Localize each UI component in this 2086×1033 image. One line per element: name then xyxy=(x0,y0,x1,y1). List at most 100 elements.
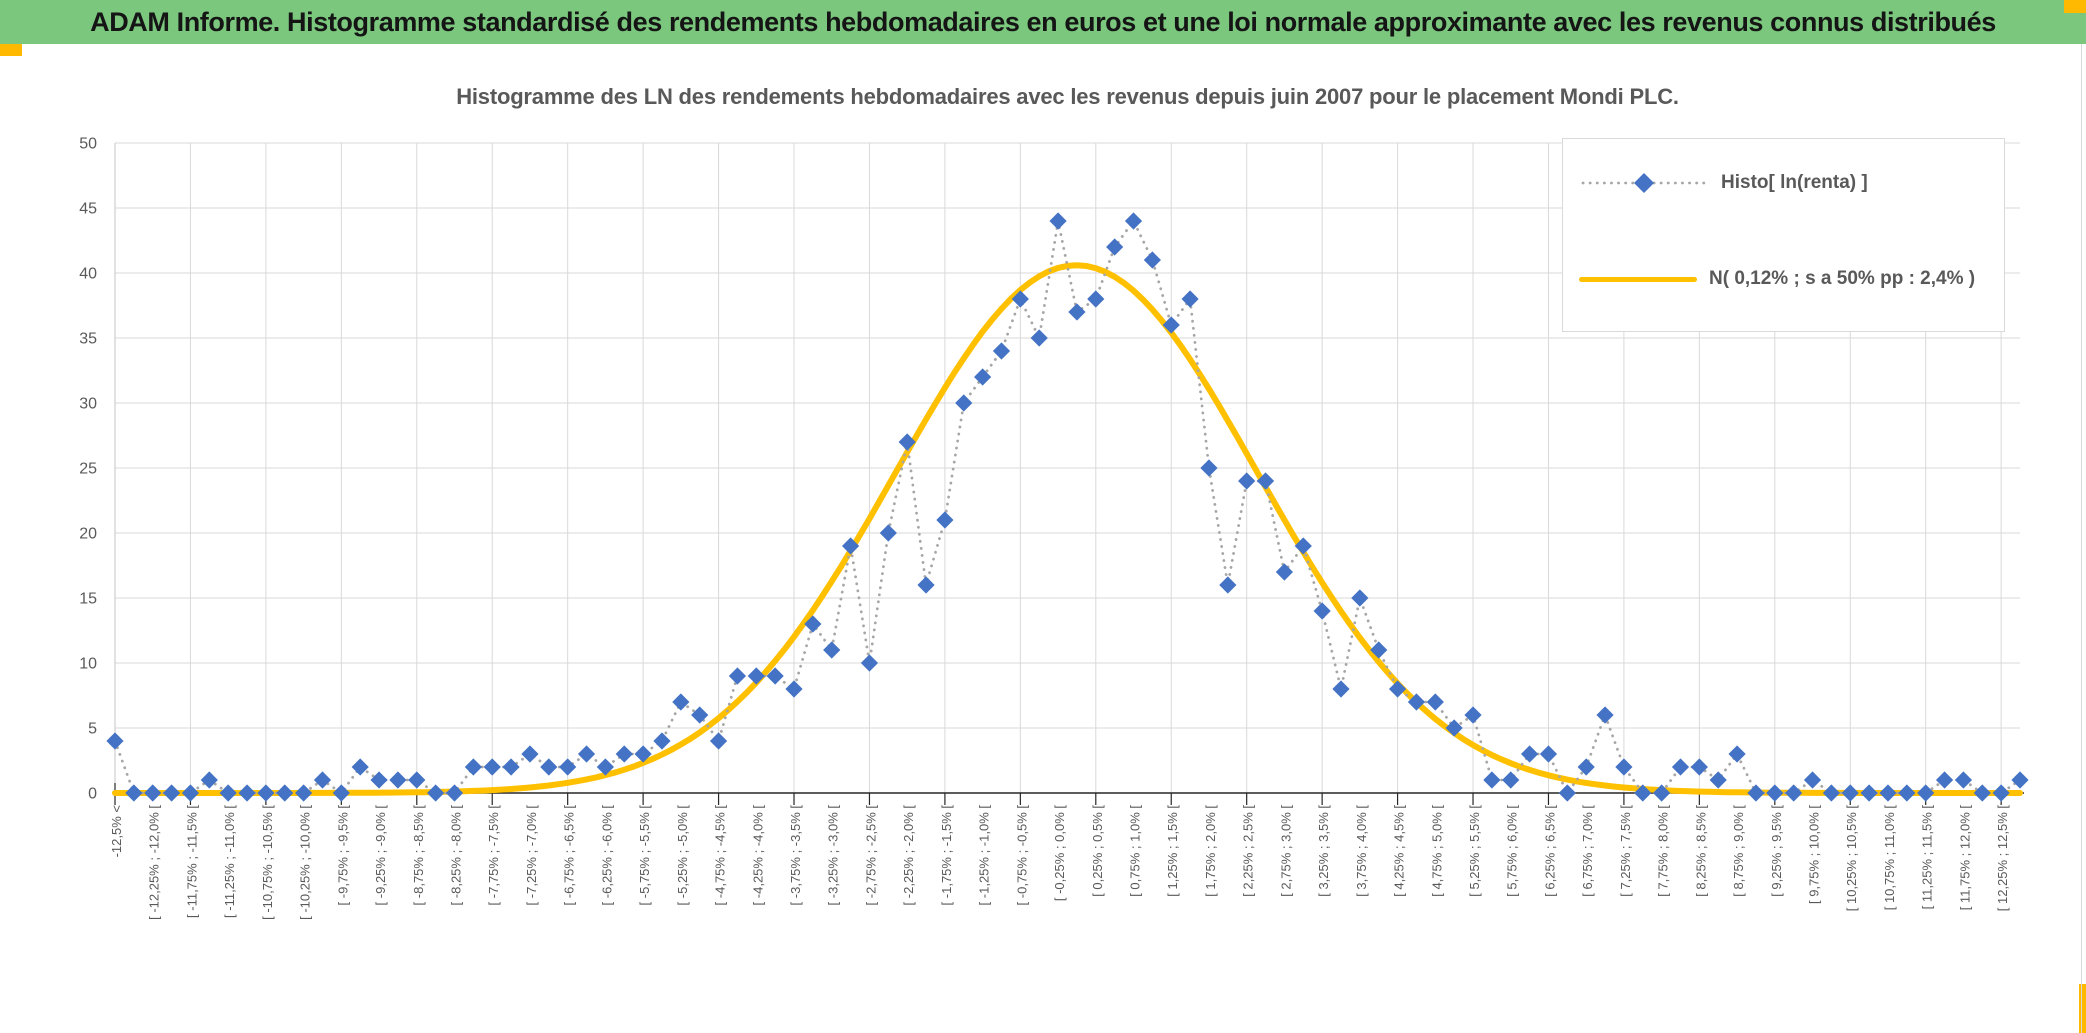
histogram-marker[interactable] xyxy=(1256,472,1275,490)
histogram-marker[interactable] xyxy=(2011,771,2029,789)
histogram-marker[interactable] xyxy=(1106,238,1124,256)
histogram-marker[interactable] xyxy=(1539,745,1558,763)
histogram-marker[interactable] xyxy=(577,745,596,763)
histogram-marker[interactable] xyxy=(1313,602,1331,620)
histogram-marker[interactable] xyxy=(653,732,671,750)
histogram-marker[interactable] xyxy=(898,433,916,451)
histogram-marker[interactable] xyxy=(332,784,350,802)
histogram-marker[interactable] xyxy=(1577,758,1595,776)
histogram-marker[interactable] xyxy=(144,784,162,802)
histogram-marker[interactable] xyxy=(1049,212,1067,230)
histogram-marker[interactable] xyxy=(1935,771,1954,789)
histogram-marker[interactable] xyxy=(1162,316,1180,334)
chart-title[interactable]: Histogramme des LN des rendements hebdom… xyxy=(456,84,1679,109)
histogram-marker[interactable] xyxy=(1219,576,1237,594)
histogram-marker[interactable] xyxy=(1634,784,1652,802)
histogram-marker[interactable] xyxy=(992,342,1011,360)
histogram-marker[interactable] xyxy=(1351,589,1369,607)
histogram-marker[interactable] xyxy=(1143,251,1161,269)
histogram-marker[interactable] xyxy=(974,368,992,386)
histogram-marker[interactable] xyxy=(1370,641,1388,659)
histogram-marker[interactable] xyxy=(483,758,501,776)
histogram-marker[interactable] xyxy=(1879,784,1897,802)
histogram-marker[interactable] xyxy=(841,537,860,555)
histogram-marker[interactable] xyxy=(1521,745,1539,763)
histogram-marker[interactable] xyxy=(1200,459,1218,477)
histogram-marker[interactable] xyxy=(1275,563,1294,581)
histogram-marker[interactable] xyxy=(691,706,709,724)
histogram-marker[interactable] xyxy=(295,784,313,802)
histogram-marker[interactable] xyxy=(502,758,520,776)
histogram-marker[interactable] xyxy=(709,732,728,750)
histogram-marker[interactable] xyxy=(219,784,237,802)
histogram-marker[interactable] xyxy=(408,771,426,789)
histogram-marker[interactable] xyxy=(1068,303,1086,321)
histogram-marker[interactable] xyxy=(1841,784,1859,802)
histogram-marker[interactable] xyxy=(1747,784,1765,802)
histogram-marker[interactable] xyxy=(1407,693,1426,711)
histogram-marker[interactable] xyxy=(521,745,539,763)
histogram-marker[interactable] xyxy=(1766,784,1784,802)
legend-item-histogram[interactable]: Histo[ ln(renta) ] xyxy=(1579,163,1868,203)
histogram-marker[interactable] xyxy=(917,576,935,594)
histogram-marker[interactable] xyxy=(1238,472,1256,490)
histogram-marker[interactable] xyxy=(879,524,897,542)
histogram-marker[interactable] xyxy=(955,394,973,412)
histogram-marker[interactable] xyxy=(672,693,690,711)
histogram-marker[interactable] xyxy=(125,784,143,802)
histogram-marker[interactable] xyxy=(1803,771,1822,789)
histogram-marker[interactable] xyxy=(1615,758,1633,776)
histogram-marker[interactable] xyxy=(785,680,803,698)
histogram-marker[interactable] xyxy=(860,654,879,672)
histogram-marker[interactable] xyxy=(276,784,294,802)
histogram-marker[interactable] xyxy=(464,758,482,776)
histogram-marker[interactable] xyxy=(1030,329,1048,347)
histogram-marker[interactable] xyxy=(1709,771,1727,789)
histogram-marker[interactable] xyxy=(1181,290,1199,308)
histogram-marker[interactable] xyxy=(1785,784,1803,802)
histogram-marker[interactable] xyxy=(181,784,200,802)
histogram-marker[interactable] xyxy=(615,745,633,763)
histogram-marker[interactable] xyxy=(370,771,388,789)
histogram-marker[interactable] xyxy=(313,771,332,789)
histogram-marker[interactable] xyxy=(1898,784,1916,802)
histogram-marker[interactable] xyxy=(634,745,652,763)
chart-legend[interactable]: Histo[ ln(renta) ] N( 0,12% ; s a 50% pp… xyxy=(1562,138,2005,332)
histogram-marker[interactable] xyxy=(936,511,954,529)
histogram-marker[interactable] xyxy=(257,784,275,802)
histogram-marker[interactable] xyxy=(1388,680,1407,698)
histogram-marker[interactable] xyxy=(1502,771,1520,789)
histogram-marker[interactable] xyxy=(1690,758,1708,776)
histogram-marker[interactable] xyxy=(427,784,445,802)
histogram-marker[interactable] xyxy=(351,758,369,776)
histogram-marker[interactable] xyxy=(1332,680,1350,698)
histogram-marker[interactable] xyxy=(445,784,464,802)
histogram-marker[interactable] xyxy=(1464,706,1482,724)
histogram-marker[interactable] xyxy=(389,771,407,789)
histogram-marker[interactable] xyxy=(596,758,614,776)
histogram-marker[interactable] xyxy=(1973,784,1991,802)
normal-curve[interactable] xyxy=(112,262,2023,796)
histogram-marker[interactable] xyxy=(238,784,256,802)
histogram-marker[interactable] xyxy=(1954,771,1973,789)
histogram-marker[interactable] xyxy=(728,667,747,685)
histogram-marker[interactable] xyxy=(1294,537,1312,555)
histogram-marker[interactable] xyxy=(1671,758,1690,776)
histogram-marker[interactable] xyxy=(1426,693,1444,711)
histogram-marker[interactable] xyxy=(200,771,218,789)
histogram-marker[interactable] xyxy=(162,784,181,802)
histogram-marker[interactable] xyxy=(1087,290,1105,308)
histogram-marker[interactable] xyxy=(1728,745,1746,763)
histogram-marker[interactable] xyxy=(1917,784,1935,802)
histogram-marker[interactable] xyxy=(766,667,784,685)
histogram-marker[interactable] xyxy=(1483,771,1501,789)
histogram-marker[interactable] xyxy=(1822,784,1840,802)
histogram-marker[interactable] xyxy=(804,615,822,633)
histogram-marker[interactable] xyxy=(1653,784,1671,802)
histogram-marker[interactable] xyxy=(747,667,765,685)
histogram-marker[interactable] xyxy=(823,641,841,659)
histogram-marker[interactable] xyxy=(559,758,577,776)
histogram-marker[interactable] xyxy=(1011,290,1029,308)
histogram-marker[interactable] xyxy=(1124,212,1143,230)
legend-item-normal-curve[interactable]: N( 0,12% ; s a 50% pp : 2,4% ) xyxy=(1579,259,1975,299)
